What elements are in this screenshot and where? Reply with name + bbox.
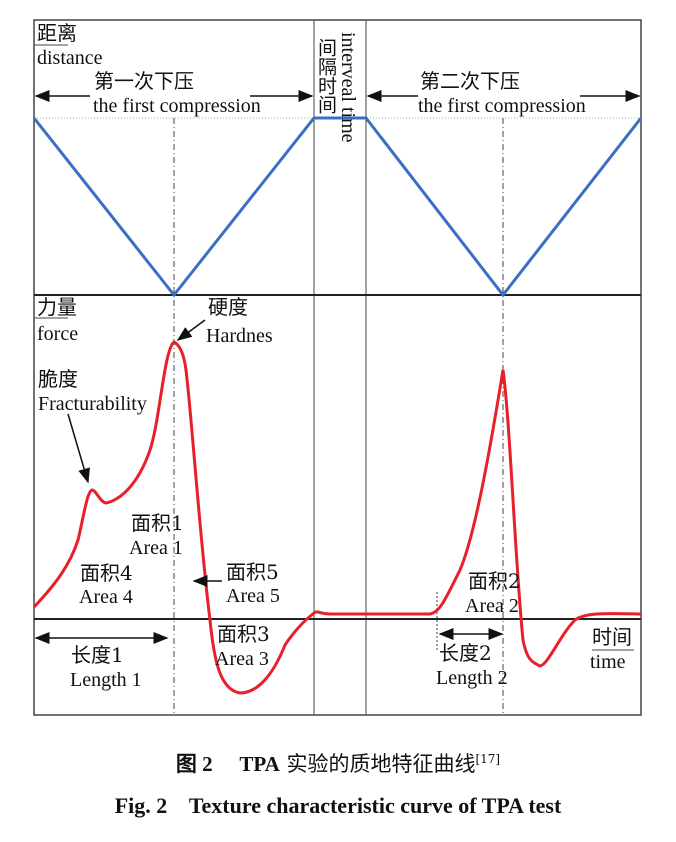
fracturability-label-zh: 脆度 [38,367,78,391]
distance-label-en: distance [37,47,103,69]
area1-label-zh: 面积1 [131,511,184,535]
second-compression-label-zh: 第二次下压 [420,69,520,93]
length1-label-en: Length 1 [70,669,142,691]
first-compression-label-zh: 第一次下压 [94,69,194,93]
hardness-label-en: Hardnes [206,325,273,347]
length2-label-en: Length 2 [436,667,508,689]
distance-curve [32,116,643,298]
area3-label-zh: 面积3 [217,622,270,646]
caption-zh-tpa: TPA [239,752,280,776]
first-compression-label-en: the first compression [93,95,261,117]
interval-label-en: interveal time [337,32,359,143]
length2-label-zh: 长度2 [439,641,492,665]
area2-label-zh: 面积2 [468,569,521,593]
area5-label-en: Area 5 [226,585,280,607]
time-label-en: time [590,651,626,673]
area2-label-en: Area 2 [465,595,519,617]
time-label-zh: 时间 [592,625,632,649]
caption-zh-text: 实验的质地特征曲线 [286,752,476,776]
force-curve [32,340,642,695]
fracturability-label-en: Fracturability [38,393,147,415]
second-compression-label-en: the first compression [418,95,586,117]
hardness-label-zh: 硬度 [208,295,248,319]
area1-label-en: Area 1 [129,537,183,559]
caption-en: Fig. 2 Texture characteristic curve of T… [114,793,562,818]
force-label-en: force [37,323,78,345]
arrows [34,90,641,644]
area4-label-zh: 面积4 [80,561,133,585]
area5-label-zh: 面积5 [226,560,279,584]
length1-label-zh: 长度1 [71,643,124,667]
caption-zh-prefix: 图 2 [175,752,213,776]
area4-label-en: Area 4 [79,586,133,608]
area3-label-en: Area 3 [215,648,269,670]
caption-zh: 图 2 TPA 实验的质地特征曲线[17] [0,748,676,778]
force-label-zh: 力量 [37,295,77,319]
interval-label-zh: 间隔时间 [315,38,337,114]
caption-ref: [17] [475,752,501,766]
distance-label-zh: 距离 [37,21,77,45]
tpa-diagram: 距离 distance 第一次下压 the first compression … [32,19,643,716]
